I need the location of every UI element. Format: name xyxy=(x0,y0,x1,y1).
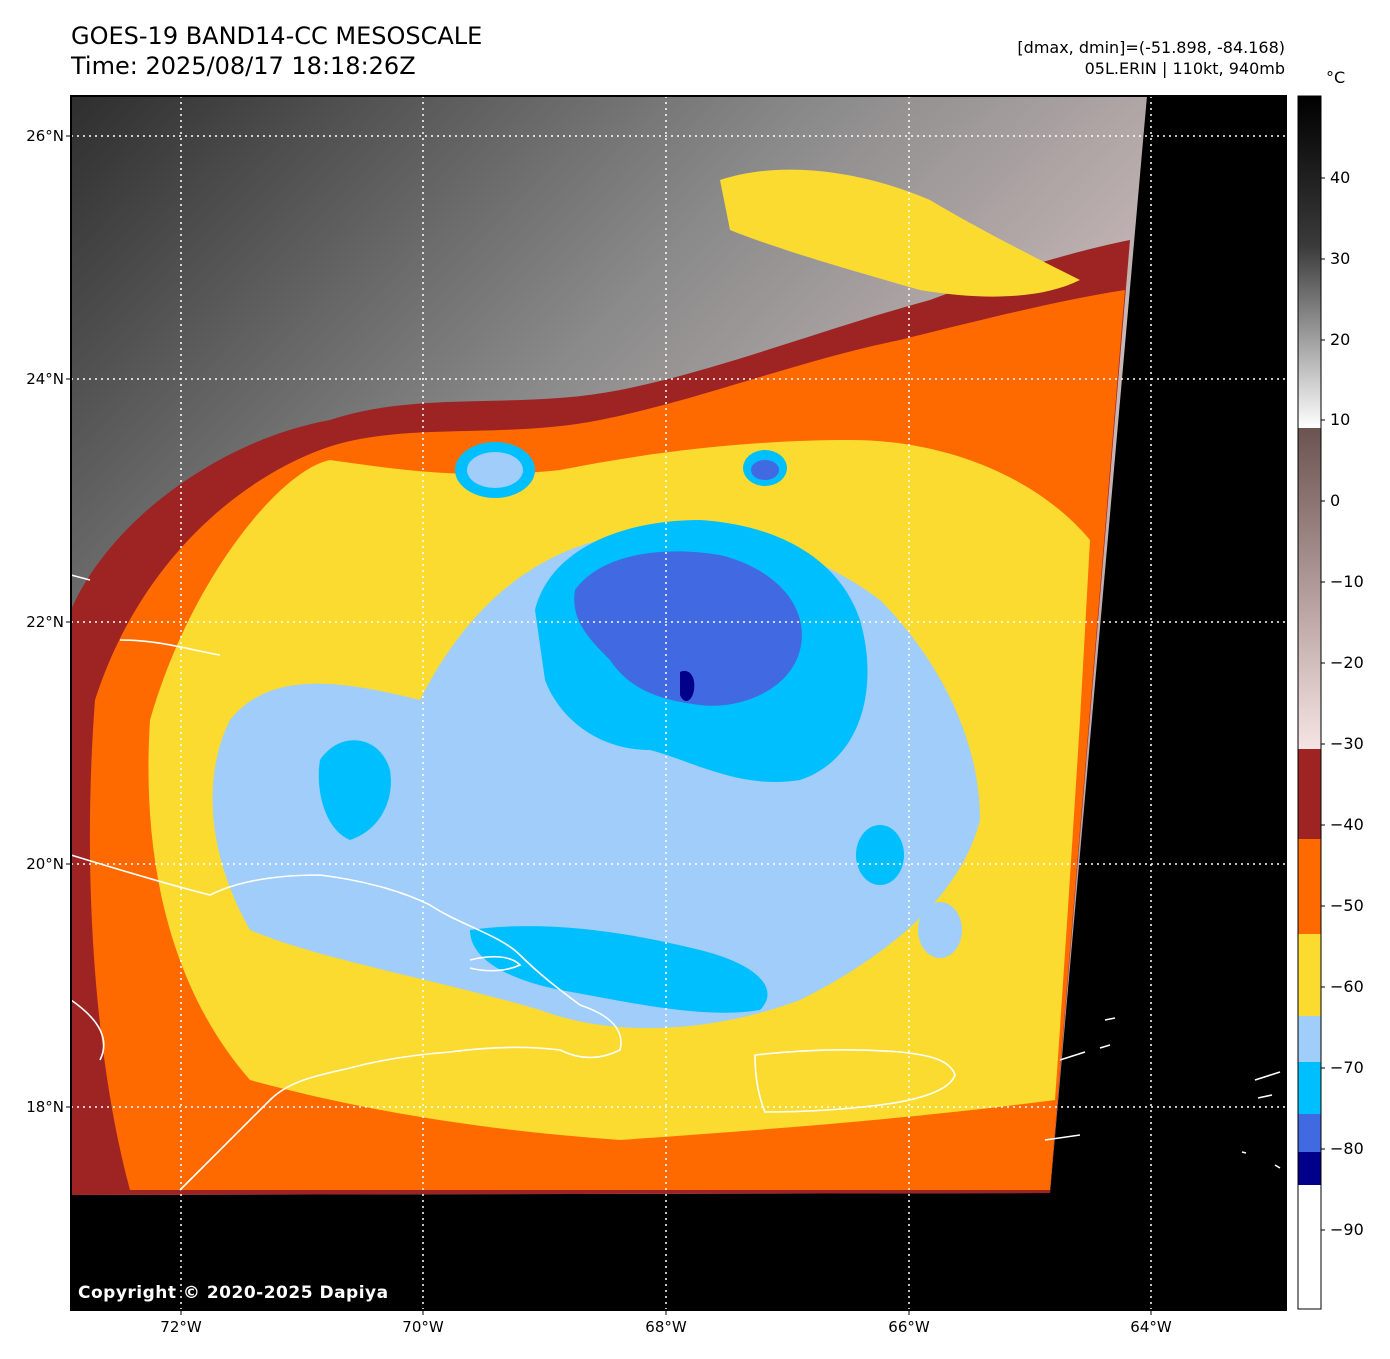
colorbar-unit: °C xyxy=(1326,68,1346,87)
temperature-range: [dmax, dmin]=(-51.898, -84.168) xyxy=(1017,38,1285,57)
graticule xyxy=(71,96,1286,1310)
colorbar-light-blue-segment xyxy=(1298,1016,1321,1062)
coastline-virgin-islands xyxy=(1044,1017,1116,1141)
colorbar-grayscale-segment xyxy=(1298,96,1321,428)
colorbar-label-minus-80: −80 xyxy=(1330,1139,1364,1158)
copyright-text: Copyright © 2020-2025 Dapiya xyxy=(78,1283,389,1303)
chart-title: GOES-19 BAND14-CC MESOSCALE xyxy=(71,22,483,50)
lat-label-20: 20°N xyxy=(26,855,64,873)
colorbar-label-20: 20 xyxy=(1330,330,1351,349)
coastline-cuba-turks xyxy=(70,574,221,1061)
convective-cell-north-east-core xyxy=(751,460,779,480)
lat-label-26: 26°N xyxy=(26,127,64,145)
colorbar-dark-red-segment xyxy=(1298,749,1321,839)
lon-label-68: 68°W xyxy=(645,1318,687,1336)
cloud-cyan-rainband xyxy=(470,926,768,1013)
map-border xyxy=(70,95,1287,1311)
coastline-hispaniola xyxy=(70,854,622,1191)
coastlines xyxy=(70,574,1281,1191)
colorbar-navy-segment xyxy=(1298,1152,1321,1185)
colorbar-cyan-segment xyxy=(1298,1062,1321,1114)
colorbar-label-0: 0 xyxy=(1330,491,1341,510)
colorbar-white-segment xyxy=(1298,1185,1321,1309)
cloud-royal-blue-core xyxy=(574,551,802,706)
colorbar-label-minus-20: −20 xyxy=(1330,653,1364,672)
satellite-image xyxy=(71,96,1147,1195)
colorbar-label-minus-40: −40 xyxy=(1330,815,1364,834)
colorbar-label-minus-50: −50 xyxy=(1330,896,1364,915)
colorbar-label-minus-70: −70 xyxy=(1330,1058,1364,1077)
lat-label-24: 24°N xyxy=(26,370,64,388)
cloud-navy-core xyxy=(680,670,695,702)
colorbar-brown-segment xyxy=(1298,428,1321,749)
colorbar-label-30: 30 xyxy=(1330,249,1351,268)
colorbar-label-minus-90: −90 xyxy=(1330,1220,1364,1239)
coastline-samana xyxy=(469,955,522,972)
lon-label-64: 64°W xyxy=(1130,1318,1172,1336)
colorbar-label-minus-30: −30 xyxy=(1330,734,1364,753)
lon-label-72: 72°W xyxy=(160,1318,202,1336)
colorbar xyxy=(1297,95,1325,1310)
colorbar-label-minus-10: −10 xyxy=(1330,572,1364,591)
cloud-cyan-west xyxy=(318,740,391,840)
colorbar-royal-blue-segment xyxy=(1298,1114,1321,1152)
colorbar-yellow-segment xyxy=(1298,934,1321,1016)
cloud-yellow-north-band xyxy=(720,169,1080,297)
storm-info: 05L.ERIN | 110kt, 940mb xyxy=(1084,59,1285,78)
lon-label-66: 66°W xyxy=(888,1318,930,1336)
lon-label-70: 70°W xyxy=(402,1318,444,1336)
colorbar-label-40: 40 xyxy=(1330,168,1351,187)
colorbar-label-minus-60: −60 xyxy=(1330,977,1364,996)
lat-label-22: 22°N xyxy=(26,613,64,631)
colorbar-label-10: 10 xyxy=(1330,410,1351,429)
convective-cell-south-east xyxy=(918,902,962,958)
convective-cell-north-west-inner xyxy=(467,452,523,488)
coastline-puerto-rico xyxy=(754,1049,956,1113)
observation-time: Time: 2025/08/17 18:18:26Z xyxy=(71,52,416,80)
convective-cell-east xyxy=(856,825,904,885)
coastline-leeward-islands xyxy=(1241,1071,1281,1169)
colorbar-orange-segment xyxy=(1298,839,1321,934)
colorbar-border xyxy=(1297,95,1322,1310)
lat-label-18: 18°N xyxy=(26,1098,64,1116)
